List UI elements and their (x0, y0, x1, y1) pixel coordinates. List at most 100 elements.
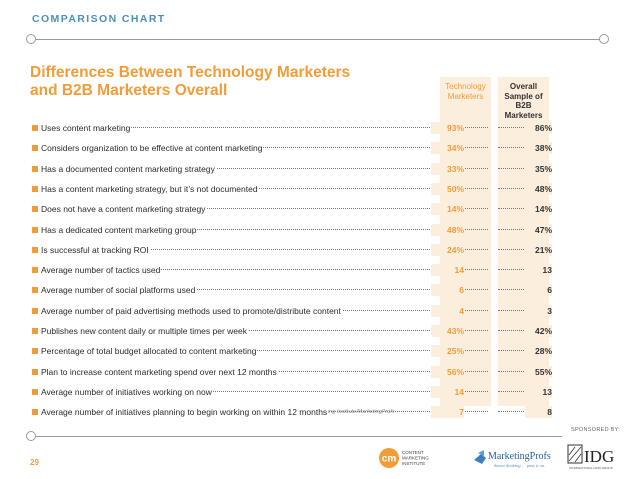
tech-value: 14% (431, 203, 464, 216)
row-label: Average number of social platforms used (41, 284, 197, 297)
bullet-icon (32, 185, 38, 192)
dot-leader (498, 390, 536, 392)
tech-value: 24% (431, 243, 464, 256)
row-label: Does not have a content marketing strate… (41, 203, 207, 216)
table-row: Publishes new content daily or multiple … (32, 325, 552, 337)
table-row: Percentage of total budget allocated to … (32, 345, 552, 358)
row-label: Is successful at tracking ROI (41, 243, 150, 256)
row-label: Has a dedicated content marketing group (41, 223, 198, 236)
row-label: Has a content marketing strategy, but it… (41, 182, 259, 195)
row-label: Plan to increase content marketing spend… (41, 365, 278, 378)
dot-leader (498, 208, 536, 210)
table-row: Average number of paid advertising metho… (32, 304, 552, 317)
dot-leader (41, 390, 488, 392)
table-row: Is successful at tracking ROI 24% 21% (32, 243, 552, 256)
bullet-icon (32, 307, 38, 314)
dot-leader (498, 289, 536, 291)
dot-leader (498, 309, 536, 311)
dot-leader (498, 330, 536, 331)
bullet-icon (32, 226, 38, 233)
table-row: Average number of social platforms used 6… (32, 284, 552, 297)
bullet-icon (32, 267, 38, 274)
dot-leader (41, 147, 488, 149)
header-left-circle (26, 34, 36, 44)
overall-value: 47% (525, 223, 552, 236)
bullet-icon (32, 246, 38, 253)
marketingprofs-logo: MarketingProfs Smart thinking … pass it … (474, 450, 551, 468)
overall-value: 6 (525, 284, 552, 297)
svg-text:IDG: IDG (584, 447, 614, 466)
row-label: Average number of initiatives working on… (41, 385, 213, 398)
idg-logo: IDG INTERNATIONAL DATA GROUP (567, 444, 614, 470)
tech-value: 7 (431, 406, 464, 419)
table-row: Average number of initiatives planning t… (32, 406, 552, 419)
overall-value: 28% (525, 345, 552, 358)
overall-value: 55% (525, 365, 552, 378)
bullet-icon (32, 409, 38, 416)
svg-text:cm: cm (382, 454, 397, 465)
tech-value: 25% (431, 345, 464, 358)
overall-value: 21% (525, 243, 552, 256)
bullet-icon (32, 348, 38, 355)
footer-rule (36, 436, 562, 437)
table-row: Average number of initiatives working on… (32, 385, 552, 398)
overall-value: 8 (525, 406, 552, 419)
dot-leader (498, 228, 536, 230)
row-label: Average number of tactics used (41, 264, 162, 277)
table-row: Considers organization to be effective a… (32, 142, 552, 155)
dot-leader (41, 228, 488, 230)
dot-leader (41, 208, 488, 210)
row-label: Average number of initiatives planning t… (41, 406, 329, 419)
overall-value: 38% (525, 142, 552, 155)
row-label: Considers organization to be effective a… (41, 142, 264, 155)
tech-value: 14 (431, 264, 464, 277)
tech-value: 6 (431, 284, 464, 297)
table-row: Has a documented content marketing strat… (32, 162, 552, 175)
svg-text:Smart thinking … pass it on.: Smart thinking … pass it on. (494, 463, 545, 468)
cmi-logo: cm CONTENT MARKETING INSTITUTE (379, 448, 429, 468)
header-rule (36, 39, 600, 40)
overall-value: 86% (525, 122, 552, 134)
bullet-icon (32, 165, 38, 172)
dot-leader (41, 187, 488, 189)
row-label: Publishes new content daily or multiple … (41, 325, 248, 337)
dot-leader (498, 350, 536, 352)
tech-value: 43% (431, 325, 464, 337)
overall-value: 13 (525, 264, 552, 277)
row-label: Uses content marketing (41, 122, 132, 134)
bullet-icon (32, 145, 38, 152)
bullet-icon (32, 287, 38, 294)
overall-column-header: Overall Sample of B2B Marketers (504, 82, 543, 120)
dot-leader (41, 167, 488, 169)
table-row: Does not have a content marketing strate… (32, 203, 552, 216)
table-row: Has a dedicated content marketing group 4… (32, 223, 552, 236)
overall-value: 14% (525, 203, 552, 216)
dot-leader (41, 127, 488, 128)
bullet-icon (32, 328, 38, 334)
footer-left-circle (26, 431, 36, 441)
overall-value: 13 (525, 385, 552, 398)
row-label: Has a documented content marketing strat… (41, 162, 216, 175)
title-line-2: and B2B Marketers Overall (30, 82, 228, 99)
svg-text:INTERNATIONAL DATA GROUP: INTERNATIONAL DATA GROUP (569, 466, 613, 470)
dot-leader (498, 248, 536, 250)
overall-value: 3 (525, 304, 552, 317)
bullet-icon (32, 388, 38, 395)
tech-value: 50% (431, 182, 464, 195)
dot-leader (41, 289, 488, 291)
dot-leader (41, 350, 488, 352)
table-row: Average number of tactics used 14 13 (32, 264, 552, 277)
title-line-1: Differences Between Technology Marketers (30, 64, 351, 81)
overall-value: 48% (525, 182, 552, 195)
dot-leader (498, 187, 536, 189)
sponsored-label: SPONSORED BY: (571, 427, 621, 433)
row-label: Average number of paid advertising metho… (41, 304, 342, 317)
tech-value: 4 (431, 304, 464, 317)
dot-leader (498, 411, 536, 413)
tech-value: 48% (431, 223, 464, 236)
table-row: Plan to increase content marketing spend… (32, 365, 552, 378)
header-right-circle (599, 34, 609, 44)
tech-value: 14 (431, 385, 464, 398)
dot-leader (41, 269, 488, 271)
svg-text:MARKETING: MARKETING (402, 456, 429, 461)
